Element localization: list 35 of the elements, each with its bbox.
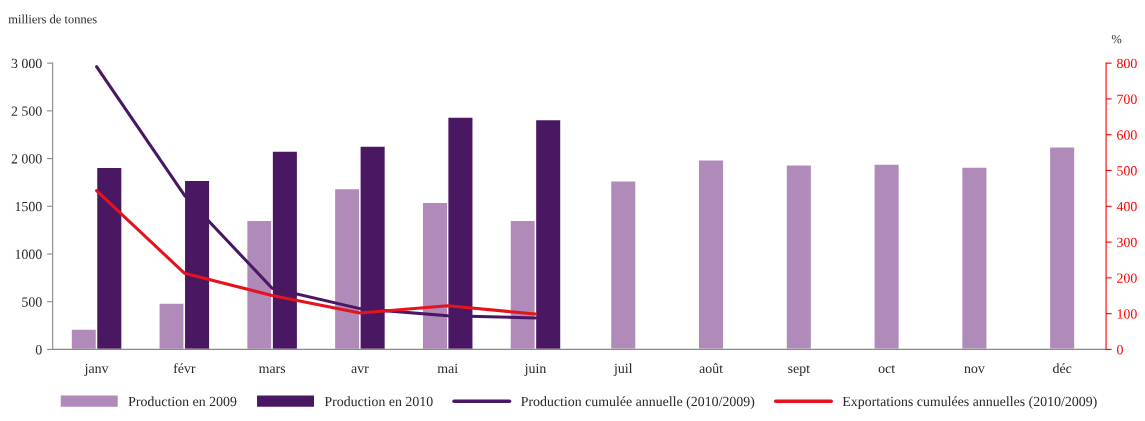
y2-tick-label: 400 (1116, 201, 1137, 212)
y-tick-label: 2 500 (11, 106, 42, 116)
x-tick-label: févr (173, 363, 196, 374)
y-tick-label: 500 (22, 297, 42, 307)
x-tick-label: mai (437, 363, 458, 374)
x-tick-label: sept (788, 365, 810, 376)
line-series (95, 189, 538, 316)
y-tick-label: 1500 (15, 201, 42, 212)
y-tick-label: 3 000 (11, 58, 42, 69)
x-tick-label: mars (258, 366, 286, 374)
y2-tick-label: 500 (1117, 166, 1137, 176)
legend-label: Exportations cumulées annuelles (2010/2009) (842, 396, 1097, 409)
legend-label: Production cumulée annuelle (2010/2009) (521, 396, 755, 409)
y2-tick-label: 800 (1117, 58, 1137, 69)
legend-label: Production en 2010 (324, 396, 433, 407)
x-tick-label: oct (878, 365, 896, 374)
x-tick-label: janv (84, 363, 109, 376)
x-tick-label: déc (1053, 363, 1072, 374)
y-tick-label: 1000 (15, 249, 42, 259)
legend-label: Production en 2009 (128, 396, 237, 407)
y2-tick-label: 0 (1117, 345, 1123, 355)
y2-tick-label: 300 (1117, 237, 1137, 248)
x-tick-label: avr (351, 366, 369, 374)
y2-tick-label: 100 (1117, 309, 1137, 319)
y2-tick-label: 600 (1117, 130, 1137, 140)
y2-axis-title: % (1111, 34, 1122, 44)
y2-tick-label: 200 (1117, 273, 1137, 283)
x-tick-label: juil (613, 363, 633, 376)
y-tick-label: 2 000 (11, 154, 42, 164)
x-tick-label: août (699, 363, 723, 374)
y-tick-label: 0 (35, 345, 42, 355)
y-axis-title: milliers de tonnes (8, 14, 97, 24)
x-tick-label: nov (964, 366, 985, 374)
y2-tick-label: 700 (1117, 94, 1137, 104)
x-tick-label: juin (524, 363, 547, 376)
